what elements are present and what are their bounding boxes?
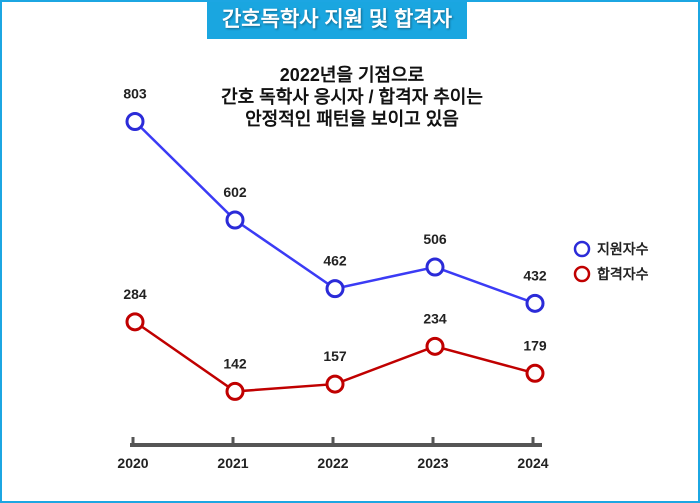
- data-point: [325, 279, 345, 299]
- annotation-line: 간호 독학사 응시자 / 합격자 추이는: [221, 87, 483, 107]
- data-label: 432: [523, 267, 547, 283]
- legend-marker: [573, 265, 591, 283]
- data-label: 157: [323, 348, 347, 364]
- x-tick-label: 2021: [217, 455, 248, 471]
- chart-annotation: 2022년을 기점으로 간호 독학사 응시자 / 합격자 추이는 안정적인 패턴…: [192, 64, 512, 130]
- x-tick-label: 2024: [517, 455, 548, 471]
- annotation-line: 2022년을 기점으로: [279, 65, 425, 85]
- chart-title: 간호독학사 지원 및 합격자: [207, 2, 467, 39]
- series-line-applicants: [134, 120, 536, 305]
- data-label: 234: [423, 310, 447, 326]
- data-point: [125, 312, 145, 332]
- data-label: 602: [223, 184, 247, 200]
- data-label: 179: [523, 337, 547, 353]
- data-point: [325, 374, 345, 394]
- data-label: 462: [323, 253, 347, 269]
- x-tick-label: 2020: [117, 455, 148, 471]
- legend-label: 합격자수: [597, 266, 649, 282]
- data-point: [425, 257, 445, 277]
- data-point: [225, 381, 245, 401]
- data-point: [125, 112, 145, 132]
- legend-marker: [573, 240, 591, 258]
- data-label: 142: [223, 355, 247, 371]
- data-point: [525, 293, 545, 313]
- data-label: 803: [123, 86, 147, 102]
- x-tick-label: 2023: [417, 455, 448, 471]
- data-point: [525, 363, 545, 383]
- data-point: [425, 336, 445, 356]
- annotation-line: 안정적인 패턴을 보이고 있음: [245, 109, 459, 129]
- x-tick-label: 2022: [317, 455, 348, 471]
- data-point: [225, 210, 245, 230]
- data-label: 506: [423, 231, 447, 247]
- legend-label: 지원자수: [597, 241, 649, 257]
- data-label: 284: [123, 286, 147, 302]
